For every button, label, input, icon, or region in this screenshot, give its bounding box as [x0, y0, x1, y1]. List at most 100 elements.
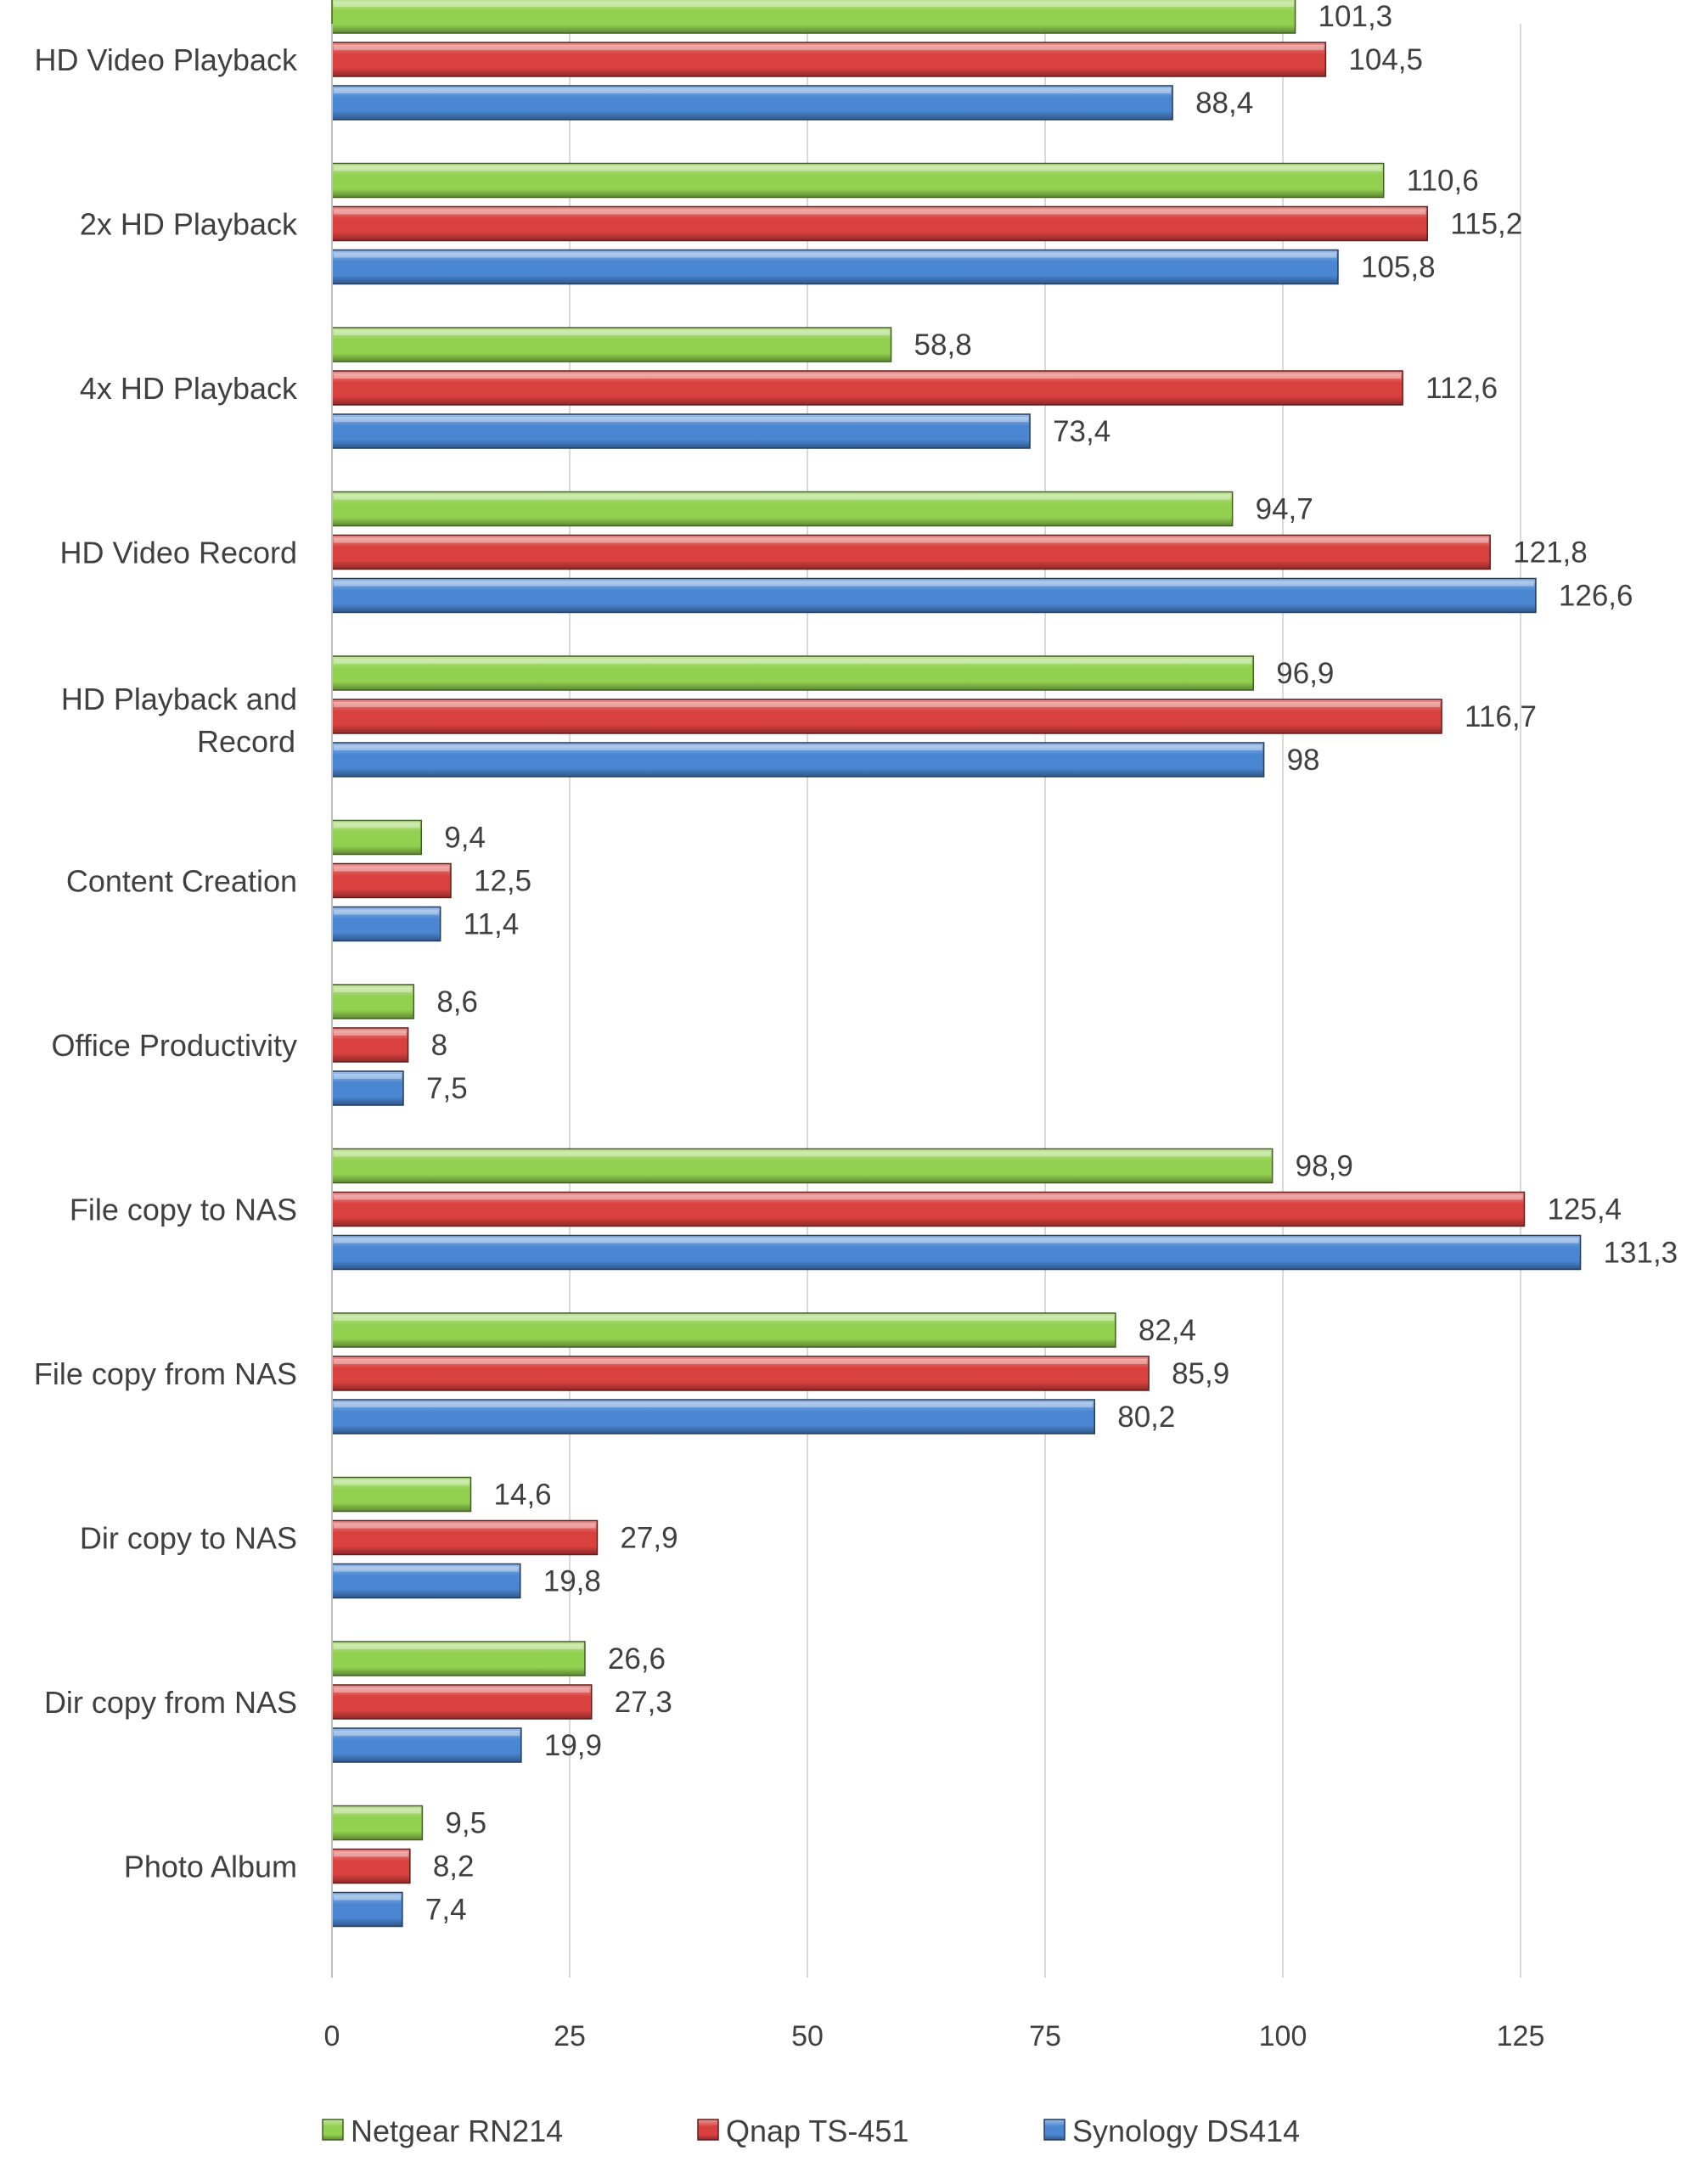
data-label: 104,5: [1348, 43, 1423, 76]
data-label: 98,9: [1296, 1150, 1353, 1183]
bar-highlight: [334, 330, 890, 335]
data-label: 7,4: [425, 1894, 467, 1927]
x-tick-label: 100: [1259, 2020, 1307, 2052]
bar-highlight: [334, 581, 1534, 587]
legend-swatch-qnap-ts-451: [697, 2119, 719, 2141]
bar-netgear-rn214-office-productivity: [331, 984, 415, 1019]
bar-highlight: [334, 1238, 1579, 1244]
bar-synology-ds414-photo-album: [331, 1891, 403, 1928]
x-tick-label: 0: [324, 2020, 340, 2052]
bar-highlight: [334, 537, 1489, 543]
bar-synology-ds414-office-productivity: [331, 1070, 404, 1106]
bar-highlight: [334, 252, 1336, 258]
data-label: 88,4: [1195, 87, 1253, 120]
bar-highlight: [334, 373, 1402, 379]
data-label: 110,6: [1407, 165, 1479, 198]
bar-highlight: [334, 1359, 1148, 1364]
bar-highlight: [334, 45, 1324, 50]
bar-highlight: [334, 909, 439, 915]
bar-netgear-rn214-content-creation: [331, 819, 423, 856]
data-label: 116,7: [1465, 700, 1537, 733]
bar-qnap-ts-451-hd-video-record: [331, 534, 1491, 570]
bar-highlight: [334, 702, 1441, 707]
bar-highlight: [334, 1523, 596, 1529]
x-tick-label: 125: [1497, 2020, 1545, 2052]
bar-synology-ds414-4x-hd-playback: [331, 413, 1031, 449]
data-label: 9,5: [445, 1807, 486, 1840]
category-label: Photo Album: [124, 1850, 297, 1884]
data-label: 126,6: [1559, 580, 1633, 613]
category-label: Content Creation: [66, 864, 297, 899]
gridlines: [569, 24, 1521, 1978]
bar-netgear-rn214-photo-album: [331, 1805, 424, 1841]
bar-synology-ds414-content-creation: [331, 906, 441, 942]
data-label: 73,4: [1053, 415, 1110, 448]
category-label: 2x HD Playback: [80, 207, 298, 242]
bar-synology-ds414-dir-copy-to-nas: [331, 1563, 521, 1599]
bar-netgear-rn214-hd-playback-and-record: [331, 655, 1255, 691]
bar-qnap-ts-451-photo-album: [331, 1848, 411, 1884]
bar-netgear-rn214-file-copy-to-nas: [331, 1148, 1274, 1184]
bar-highlight: [334, 1194, 1523, 1200]
bar-highlight: [334, 1030, 407, 1036]
data-label: 58,8: [914, 328, 972, 362]
data-label: 101,3: [1318, 0, 1393, 33]
data-label: 9,4: [444, 822, 486, 855]
category-label: File copy from NAS: [34, 1356, 297, 1391]
bar-highlight: [334, 745, 1262, 750]
data-label: 26,6: [608, 1642, 666, 1676]
bar-netgear-rn214-2x-hd-playback: [331, 162, 1385, 199]
data-label: 85,9: [1172, 1357, 1229, 1390]
bar-synology-ds414-hd-video-record: [331, 577, 1537, 614]
bar-highlight: [334, 1479, 469, 1485]
data-label: 80,2: [1117, 1401, 1175, 1434]
bar-qnap-ts-451-office-productivity: [331, 1027, 409, 1063]
bar-highlight: [334, 1316, 1114, 1321]
data-label: 12,5: [474, 865, 531, 898]
data-label: 115,2: [1450, 208, 1522, 241]
category-label: Office Productivity: [52, 1028, 297, 1063]
bar-synology-ds414-dir-copy-from-nas: [331, 1727, 522, 1763]
bar-synology-ds414-hd-playback-and-record: [331, 742, 1265, 778]
data-label: 96,9: [1276, 657, 1334, 690]
data-label: 14,6: [494, 1479, 552, 1512]
category-label: 4x HD Playback: [80, 371, 298, 406]
data-label: 82,4: [1139, 1314, 1196, 1347]
bar-netgear-rn214-hd-video-playback: [331, 0, 1296, 34]
bar-highlight: [334, 1851, 408, 1857]
bar-qnap-ts-451-hd-video-playback: [331, 42, 1327, 77]
bar-synology-ds414-file-copy-from-nas: [331, 1399, 1095, 1434]
legend-swatch-synology-ds414: [1043, 2119, 1065, 2141]
data-label: 7,5: [426, 1072, 468, 1105]
data-label: 8,2: [433, 1850, 475, 1884]
data-labels: 101,3 104,5 88,4 110,6 115,2 105,8 58,8 112,6 73…: [425, 0, 1678, 1927]
category-label: Dir copy to NAS: [80, 1521, 297, 1556]
bar-highlight: [334, 866, 449, 872]
bar-highlight: [334, 823, 420, 828]
data-label: 94,7: [1256, 493, 1313, 526]
bar-qnap-ts-451-file-copy-from-nas: [331, 1356, 1150, 1391]
legend-label-netgear-rn214: Netgear RN214: [351, 2114, 563, 2148]
data-label: 27,3: [615, 1686, 672, 1719]
legend-swatch-netgear-rn214: [322, 2119, 344, 2141]
data-label: 105,8: [1361, 251, 1436, 284]
bar-highlight: [334, 1808, 421, 1814]
x-tick-label: 25: [554, 2020, 586, 2052]
bar-qnap-ts-451-4x-hd-playback: [331, 370, 1403, 406]
bar-qnap-ts-451-2x-hd-playback: [331, 205, 1428, 242]
bar-highlight: [334, 494, 1231, 500]
bar-highlight: [334, 88, 1172, 93]
data-label: 98: [1287, 744, 1320, 777]
category-label: File copy to NAS: [70, 1193, 297, 1227]
bar-highlight: [334, 1074, 402, 1079]
legend: Netgear RN214 Qnap TS-451 Synology DS414: [322, 2114, 1300, 2148]
bar-highlight: [334, 1151, 1271, 1157]
bars: [331, 0, 1582, 1928]
bar-netgear-rn214-dir-copy-to-nas: [331, 1476, 472, 1513]
data-label: 8: [431, 1029, 447, 1062]
category-label: HD Playback and Record: [61, 682, 297, 759]
bar-highlight: [334, 166, 1382, 171]
bar-highlight: [334, 659, 1252, 664]
x-tick-label: 50: [791, 2020, 824, 2052]
